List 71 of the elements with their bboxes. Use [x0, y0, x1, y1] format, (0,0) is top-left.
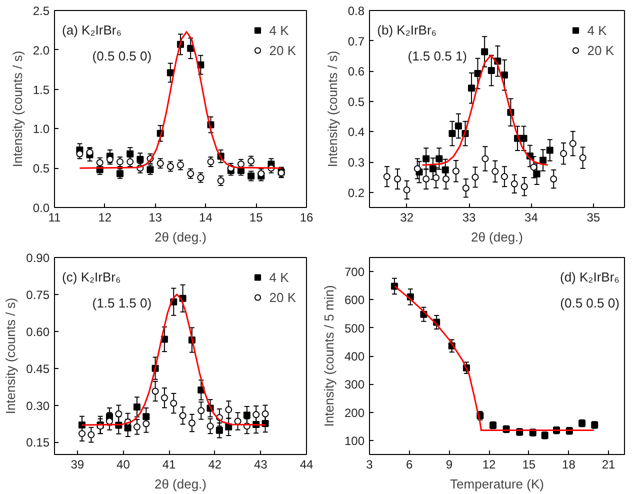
- y-tick-label: 0.45: [26, 362, 50, 376]
- x-axis-title: 2θ (deg.): [470, 230, 524, 244]
- y-tick-label: 0.75: [26, 288, 50, 302]
- x-tick-label: 12: [482, 458, 496, 472]
- y-tick-label: 0.5: [32, 162, 50, 176]
- y-tick-label: 0.30: [26, 398, 50, 413]
- y-tick-label: 600: [344, 293, 365, 308]
- y-tick-label: 2.0: [32, 43, 50, 58]
- x-tick-label: 9: [446, 458, 453, 472]
- x-tick-label: 21: [602, 458, 616, 472]
- y-tick-label: 0.5: [348, 94, 365, 109]
- x-tick-label: 16: [300, 210, 314, 224]
- y-tick-label: 0.60: [26, 324, 50, 339]
- y-tick-label: 1.0: [32, 122, 50, 136]
- annotation: (0.5 0.5 0): [92, 48, 152, 64]
- x-tick-label: 40: [116, 458, 130, 472]
- x-tick-label: 34: [524, 210, 538, 224]
- y-tick-label: 0.4: [348, 125, 365, 140]
- x-tick-label: 3: [366, 458, 374, 472]
- y-tick-label: 0.90: [26, 251, 50, 265]
- x-tick-label: 6: [406, 458, 414, 472]
- annotation: (1.5 1.5 0): [92, 295, 152, 310]
- x-tick-label: 42: [208, 458, 222, 472]
- x-axis-title: Temperature (K): [450, 476, 544, 492]
- x-tick-label: 35: [586, 210, 600, 224]
- legend-label: 4 K: [269, 269, 290, 285]
- legend-label: 20 K: [269, 42, 296, 58]
- legend-label: 20 K: [587, 42, 614, 58]
- x-tick-label: 11: [48, 210, 62, 224]
- y-axis-title: Intensity (counts / 5 min): [321, 285, 336, 427]
- y-tick-label: 500: [344, 321, 365, 336]
- y-tick-label: 0.2: [348, 186, 365, 200]
- x-tick-label: 13: [148, 210, 162, 224]
- y-axis-title: Intensity (counts / s): [3, 298, 18, 414]
- x-tick-label: 14: [199, 210, 213, 224]
- y-tick-label: 0.15: [26, 436, 50, 450]
- x-tick-label: 15: [522, 458, 536, 472]
- y-tick-label: 0.8: [348, 4, 365, 18]
- annotation: (d) K₂IrBr₆: [560, 270, 620, 285]
- x-tick-label: 41: [162, 458, 176, 472]
- x-tick-label: 15: [249, 210, 264, 224]
- x-tick-label: 12: [98, 210, 112, 224]
- annotation: (1.5 0.5 1): [408, 48, 468, 64]
- y-tick-label: 0.3: [348, 156, 365, 170]
- legend-label: 4 K: [587, 22, 608, 38]
- y-tick-label: 700: [344, 265, 365, 280]
- y-tick-label: 0.0: [32, 201, 50, 215]
- annotation: (0.5 0.5 0): [560, 295, 620, 310]
- x-tick-label: 39: [70, 458, 84, 472]
- y-tick-label: 200: [344, 406, 365, 420]
- y-tick-label: 0.6: [348, 64, 365, 79]
- x-tick-label: 33: [462, 210, 476, 224]
- x-tick-label: 18: [562, 458, 576, 472]
- y-axis-title: Intensity (counts / s): [324, 50, 340, 168]
- y-tick-label: 2.5: [32, 4, 50, 18]
- annotation: (a) K₂IrBr₆: [62, 22, 122, 38]
- x-tick-label: 43: [254, 458, 268, 472]
- x-tick-label: 32: [400, 210, 414, 224]
- y-tick-label: 1.5: [32, 82, 50, 97]
- x-axis-title: 2θ (deg.): [154, 230, 207, 244]
- annotation: (c) K₂IrBr₆: [62, 270, 121, 285]
- y-axis-title: Intensity (counts / s): [10, 50, 25, 168]
- legend-label: 20 K: [269, 289, 296, 305]
- x-axis-title: 2θ (deg.): [154, 476, 207, 492]
- x-tick-label: 44: [300, 458, 314, 472]
- y-tick-label: 0.7: [348, 34, 365, 48]
- y-tick-label: 100: [344, 434, 365, 448]
- y-tick-label: 400: [344, 350, 365, 364]
- y-tick-label: 300: [344, 378, 365, 392]
- legend-label: 4 K: [269, 22, 290, 38]
- annotation: (b) K₂IrBr₆: [377, 22, 437, 38]
